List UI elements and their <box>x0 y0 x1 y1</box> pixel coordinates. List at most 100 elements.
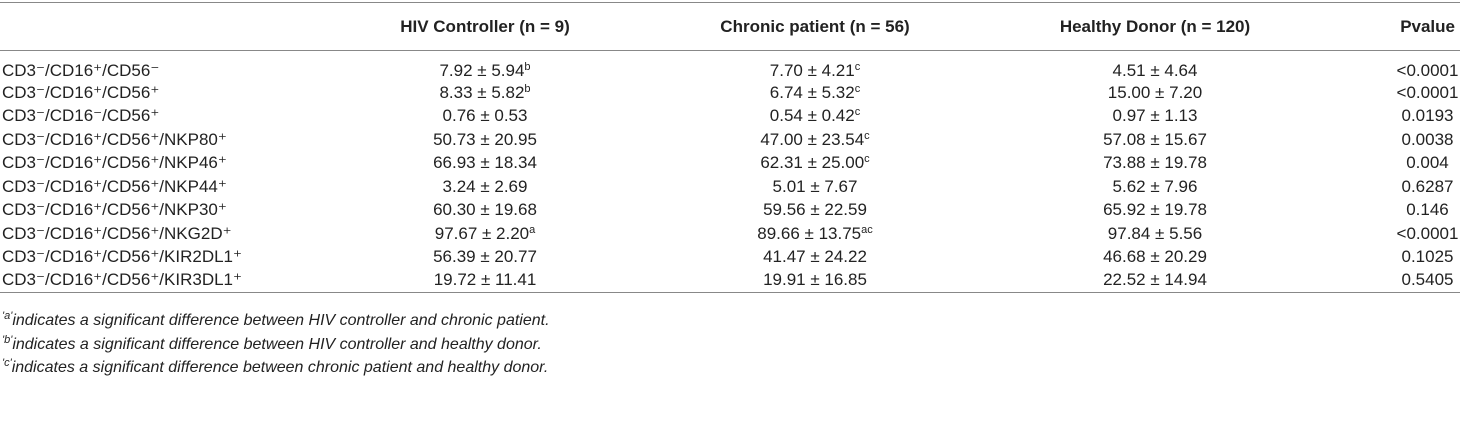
column-header: Chronic patient (n = 56) <box>720 16 910 36</box>
footnote-marker: 'a' <box>2 310 13 322</box>
footnote: 'c'indicates a significant difference be… <box>2 358 550 383</box>
cell: 59.56 ± 22.59 <box>640 199 990 223</box>
cell: 4.51 ± 4.64 <box>990 51 1320 82</box>
cell: 41.47 ± 24.22 <box>640 246 990 270</box>
cell: 46.68 ± 20.29 <box>990 246 1320 270</box>
row-label: CD3⁻/CD16⁺/CD56⁻ <box>2 61 160 80</box>
cell: 22.52 ± 14.94 <box>990 269 1320 293</box>
cell-superscript: c <box>854 61 861 73</box>
cell: 19.72 ± 11.41 <box>330 269 640 293</box>
cell: 97.67 ± 2.20a <box>330 222 640 246</box>
table-row: CD3⁻/CD16⁺/CD56⁺ 8.33 ± 5.82b 6.74 ± 5.32c… <box>0 81 1460 105</box>
row-label: CD3⁻/CD16⁺/CD56⁺/NKP80⁺ <box>2 129 227 149</box>
cell: 5.01 ± 7.67 <box>640 175 990 199</box>
cell-superscript: c <box>854 82 861 95</box>
cell-value: 56.39 ± 20.77 <box>433 247 537 267</box>
p-value: 0.146 <box>1406 200 1449 220</box>
cell: 97.84 ± 5.56 <box>990 222 1320 246</box>
cell-value: 50.73 ± 20.95 <box>433 129 537 149</box>
cell-superscript: ac <box>861 223 873 236</box>
p-value: <0.0001 <box>1396 223 1459 243</box>
cell: 0.76 ± 0.53 <box>330 105 640 129</box>
cell: 8.33 ± 5.82b <box>330 81 640 105</box>
cell: 62.31 ± 25.00c <box>640 152 990 176</box>
row-label: CD3⁻/CD16⁻/CD56⁺ <box>2 106 160 126</box>
footnote: 'a'indicates a significant difference be… <box>2 310 550 336</box>
cell: 65.92 ± 19.78 <box>990 199 1320 223</box>
row-label: CD3⁻/CD16⁺/CD56⁺/KIR2DL1⁺ <box>2 247 242 267</box>
footnote-text: indicates a significant difference betwe… <box>12 312 550 329</box>
p-value: 0.1025 <box>1401 247 1454 267</box>
cell-value: 46.68 ± 20.29 <box>1103 247 1207 267</box>
cell-value: 65.92 ± 19.78 <box>1103 200 1207 220</box>
table-row: CD3⁻/CD16⁺/CD56⁺/NKG2D⁺ 97.67 ± 2.20a 89.6… <box>0 222 1460 246</box>
footnote-marker: 'b' <box>2 333 13 346</box>
data-table: HIV Controller (n = 9) Chronic patient (n… <box>0 2 1460 293</box>
cell-value: 5.01 ± 7.67 <box>772 176 858 196</box>
row-label: CD3⁻/CD16⁺/CD56⁺/NKP44⁺ <box>2 176 227 196</box>
cell-value: 57.08 ± 15.67 <box>1103 129 1207 149</box>
cell-value: 66.93 ± 18.34 <box>433 153 537 173</box>
cell: 47.00 ± 23.54c <box>640 128 990 152</box>
cell-value: 97.67 ± 2.20 <box>434 223 530 243</box>
cell: 3.24 ± 2.69 <box>330 175 640 199</box>
cell: 0.97 ± 1.13 <box>990 105 1320 129</box>
column-header: Pvalue <box>1400 16 1455 36</box>
cell-value: 5.62 ± 7.96 <box>1112 176 1198 196</box>
table-row: CD3⁻/CD16⁺/CD56⁺/NKP30⁺ 60.30 ± 19.68 59.5… <box>0 199 1460 223</box>
table-row: CD3⁻/CD16⁺/CD56⁺/NKP80⁺ 50.73 ± 20.95 47.0… <box>0 128 1460 152</box>
header-blank <box>0 3 330 51</box>
table-row: CD3⁻/CD16⁺/CD56⁻ 7.92 ± 5.94b 7.70 ± 4.21c… <box>0 51 1460 82</box>
cell-value: 7.92 ± 5.94 <box>439 61 525 80</box>
row-label: CD3⁻/CD16⁺/CD56⁺ <box>2 82 160 102</box>
cell-value: 8.33 ± 5.82 <box>439 82 525 102</box>
cell-value: 73.88 ± 19.78 <box>1103 153 1207 173</box>
p-value: 0.6287 <box>1401 176 1454 196</box>
row-label: CD3⁻/CD16⁺/CD56⁺/NKP30⁺ <box>2 200 227 220</box>
cell-value: 7.70 ± 4.21 <box>769 61 855 80</box>
cell-value: 41.47 ± 24.22 <box>763 247 867 267</box>
cell-value: 62.31 ± 25.00 <box>760 153 865 173</box>
cell: 66.93 ± 18.34 <box>330 152 640 176</box>
cell-value: 0.97 ± 1.13 <box>1112 106 1198 126</box>
row-label: CD3⁻/CD16⁺/CD56⁺/NKP46⁺ <box>2 153 227 173</box>
p-value: 0.0193 <box>1401 106 1454 126</box>
cell: 56.39 ± 20.77 <box>330 246 640 270</box>
p-value: 0.5405 <box>1401 269 1454 289</box>
cell-superscript: c <box>854 106 861 119</box>
cell: 19.91 ± 16.85 <box>640 269 990 293</box>
cell: 60.30 ± 19.68 <box>330 199 640 223</box>
cell-value: 0.76 ± 0.53 <box>442 106 528 126</box>
cell: 0.54 ± 0.42c <box>640 105 990 129</box>
cell: 6.74 ± 5.32c <box>640 81 990 105</box>
cell-superscript: b <box>524 82 531 95</box>
p-value: <0.0001 <box>1396 82 1459 102</box>
header-row: HIV Controller (n = 9) Chronic patient (n… <box>0 2 1460 51</box>
cell: 5.62 ± 7.96 <box>990 175 1320 199</box>
row-label: CD3⁻/CD16⁺/CD56⁺/KIR3DL1⁺ <box>2 269 242 289</box>
table-row: CD3⁻/CD16⁺/CD56⁺/NKP44⁺ 3.24 ± 2.69 5.01 ±… <box>0 175 1460 199</box>
cell-superscript: c <box>864 153 870 166</box>
cell-value: 19.91 ± 16.85 <box>763 269 867 289</box>
cell-value: 59.56 ± 22.59 <box>763 200 867 220</box>
p-value: 0.0038 <box>1401 129 1454 149</box>
cell-value: 3.24 ± 2.69 <box>442 176 528 196</box>
cell: 7.92 ± 5.94b <box>330 51 640 82</box>
cell: 7.70 ± 4.21c <box>640 51 990 82</box>
p-value: <0.0001 <box>1396 61 1459 80</box>
cell-value: 22.52 ± 14.94 <box>1103 269 1207 289</box>
table-row: CD3⁻/CD16⁺/CD56⁺/NKP46⁺ 66.93 ± 18.34 62.3… <box>0 152 1460 176</box>
cell-value: 97.84 ± 5.56 <box>1107 223 1203 243</box>
cell: 89.66 ± 13.75ac <box>640 222 990 246</box>
column-header: HIV Controller (n = 9) <box>400 16 570 36</box>
cell-value: 6.74 ± 5.32 <box>769 82 855 102</box>
cell-value: 19.72 ± 11.41 <box>433 269 537 289</box>
cell-value: 0.54 ± 0.42 <box>769 106 855 126</box>
cell-superscript: a <box>529 223 536 236</box>
cell-value: 47.00 ± 23.54 <box>760 129 865 149</box>
cell: 57.08 ± 15.67 <box>990 128 1320 152</box>
table-header: HIV Controller (n = 9) Chronic patient (n… <box>0 2 1460 51</box>
footnote-text: indicates a significant difference betwe… <box>12 335 542 353</box>
footnotes: 'a'indicates a significant difference be… <box>2 310 550 383</box>
